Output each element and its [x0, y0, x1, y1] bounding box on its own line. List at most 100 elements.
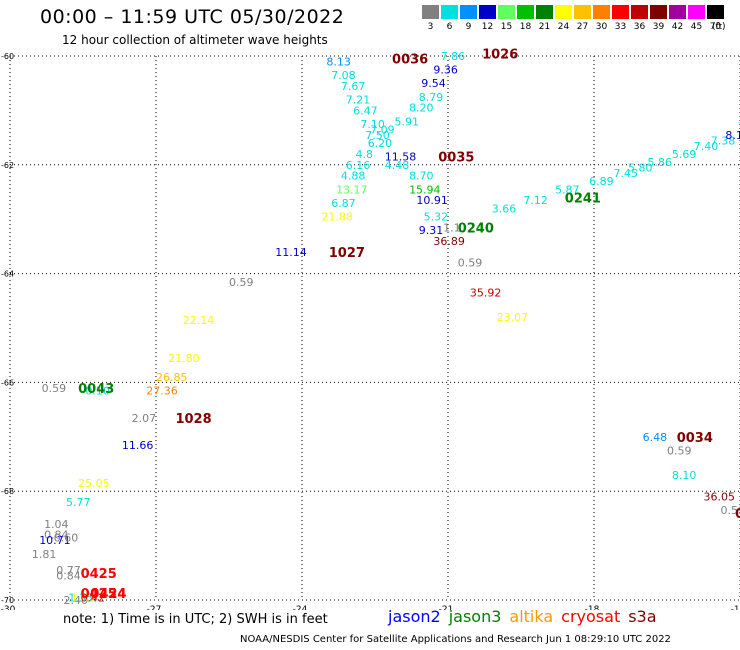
- wave-height-label: 0.60: [54, 531, 79, 544]
- color-scale-label: 21: [538, 22, 551, 32]
- legend-entry: altika: [509, 607, 554, 626]
- wave-height-label: 7.67: [341, 80, 366, 93]
- wave-height-label: 2.40: [64, 594, 89, 607]
- color-scale-label: 33: [614, 22, 627, 32]
- wave-height-label: 9.31: [419, 224, 444, 237]
- page-title: 00:00 – 11:59 UTC 05/30/2022: [40, 6, 345, 28]
- wave-height-label: 0.77: [56, 564, 81, 577]
- wave-height-label: 5.69: [672, 148, 697, 161]
- data-labels: 8.137.087.677.216.477.107.097.506.204.86…: [32, 50, 740, 607]
- legend-entry: cryosat: [561, 607, 621, 626]
- wave-height-label: 3.66: [492, 202, 517, 215]
- pass-time-label: 0036: [392, 53, 428, 68]
- pass-time-label: 0424: [90, 587, 126, 602]
- color-swatch: [536, 5, 553, 19]
- wave-height-label: 0.59: [42, 382, 66, 395]
- color-swatch: [422, 5, 439, 19]
- color-swatch: [669, 5, 686, 19]
- color-swatch: [612, 5, 629, 19]
- color-scale-unit: (ft): [712, 22, 726, 32]
- wave-height-label: 8.10: [672, 469, 697, 482]
- y-tick-label: -64: [1, 270, 14, 279]
- y-tick-label: -68: [1, 487, 14, 496]
- color-swatch: [650, 5, 667, 19]
- y-tick-label: -60: [1, 52, 14, 61]
- color-swatch: [498, 5, 515, 19]
- wave-height-label: 5.77: [66, 496, 91, 509]
- wave-height-label: 11.58: [385, 151, 417, 164]
- wave-height-label: 8.70: [409, 170, 434, 183]
- wave-height-label: 8.17: [725, 129, 740, 142]
- wave-height-label: 0.59: [721, 504, 740, 517]
- wave-height-label: 9.36: [433, 64, 458, 77]
- wave-height-label: 36.05: [704, 491, 736, 504]
- wave-height-label: 0.42: [81, 591, 106, 604]
- wave-height-label: 6.89: [589, 175, 614, 188]
- color-swatch: [707, 5, 724, 19]
- x-tick-label: -21: [439, 605, 454, 610]
- wave-height-label: 5.32: [424, 210, 449, 223]
- pass-time-label: 0425: [81, 587, 117, 602]
- color-swatch: [479, 5, 496, 19]
- color-scale-label: 24: [557, 22, 570, 32]
- wave-height-label: 21.80: [168, 352, 200, 365]
- y-tick-label: -62: [1, 161, 14, 170]
- wave-height-label: 0.84: [44, 529, 69, 542]
- wave-height-label: 7.38: [711, 134, 736, 147]
- x-tick-label: -27: [147, 605, 162, 610]
- color-swatch: [688, 5, 705, 19]
- wave-height-label: 6.48: [643, 431, 668, 444]
- pass-time-label: 1026: [482, 47, 518, 62]
- wave-height-label: 7.10: [360, 118, 385, 131]
- wave-height-label: 15.94: [409, 183, 441, 196]
- color-scale-label: 3: [427, 22, 434, 32]
- pass-time-label: 1028: [175, 412, 211, 427]
- wave-height-label: 0.59: [458, 257, 483, 270]
- legend-entry: jason3: [448, 607, 502, 626]
- pass-time-label: 0035: [438, 151, 474, 166]
- wave-height-label: 7.09: [370, 123, 395, 136]
- x-tick-label: -18: [585, 605, 600, 610]
- wave-height-label: 10.91: [416, 194, 448, 207]
- wave-height-label: 0.59: [667, 444, 692, 457]
- wave-height-label: 9.54: [421, 77, 446, 90]
- color-swatch: [631, 5, 648, 19]
- wave-height-label: 36.89: [433, 235, 465, 248]
- wave-height-label: 2.07: [132, 412, 157, 425]
- wave-height-label: 1.04: [44, 518, 69, 531]
- pass-time-label: 1027: [329, 246, 365, 261]
- wave-height-label: 0.59: [229, 276, 254, 289]
- wave-height-label: 6.16: [346, 159, 371, 172]
- x-tick-label: -30: [1, 605, 16, 610]
- color-scale-label: 12: [481, 22, 494, 32]
- wave-height-label: 21.88: [321, 210, 353, 223]
- wave-height-label: 35.92: [470, 287, 502, 300]
- wave-height-label: 11.14: [275, 246, 307, 259]
- pass-time-label: 0043: [78, 382, 114, 397]
- wave-height-label: 7.45: [613, 167, 638, 180]
- page-subtitle: 12 hour collection of altimeter wave hei…: [62, 33, 328, 47]
- wave-height-label: 1.1: [443, 221, 461, 234]
- color-swatch: [460, 5, 477, 19]
- wave-height-label: 27.36: [146, 385, 178, 398]
- pass-time-label: 0240: [458, 221, 494, 236]
- color-scale-label: 45: [690, 22, 703, 32]
- wave-height-label: 7.12: [523, 194, 548, 207]
- color-scale-label: 18: [519, 22, 532, 32]
- wave-height-label: 11.66: [122, 439, 154, 452]
- wave-height-label: 10.71: [39, 534, 70, 547]
- wave-height-label: 0.84: [56, 570, 81, 583]
- wave-height-label: 1.35: [68, 591, 93, 604]
- legend-entry: jason2: [388, 607, 441, 626]
- color-scale-label: 42: [671, 22, 684, 32]
- wave-height-label: 7.5: [738, 121, 740, 134]
- wave-height-label: 13.17: [336, 183, 368, 196]
- pass-time-label: 0241: [565, 191, 601, 206]
- wave-height-label: 26.85: [156, 371, 188, 384]
- wave-height-plot: -30 -27 -24 -21 -18 -15 -60 -62 -64 -66 -68 -70 8.1…: [1, 47, 740, 610]
- color-scale-label: 6: [446, 22, 453, 32]
- pass-time-label: 003: [735, 507, 740, 522]
- wave-height-label: 4.48: [385, 159, 410, 172]
- grid: [9, 55, 740, 601]
- wave-height-label: 7.21: [346, 94, 371, 107]
